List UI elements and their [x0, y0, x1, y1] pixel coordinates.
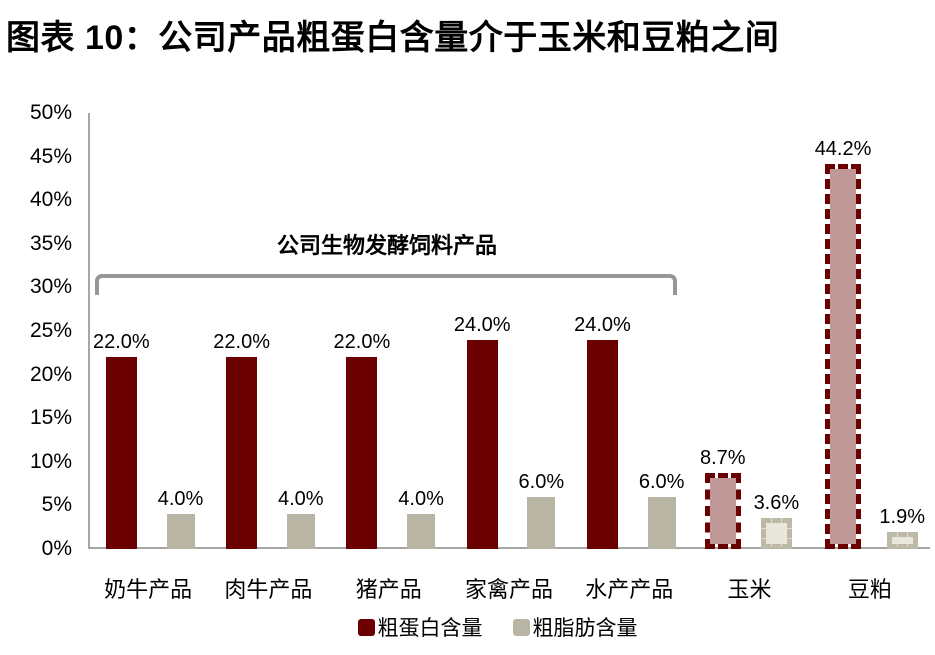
legend-item: 粗蛋白含量	[357, 612, 483, 642]
fat-bar	[527, 497, 556, 549]
bar-value-label: 22.0%	[333, 331, 391, 353]
bar-group: 22.0% 4.0%	[208, 113, 328, 549]
legend-item-label: 粗脂肪含量	[532, 617, 638, 640]
bar-value-label: 44.2%	[814, 138, 872, 160]
protein-bar	[346, 357, 378, 549]
fat-bar-wrap: 3.6%	[753, 492, 800, 549]
bar-value-label: 22.0%	[92, 331, 150, 353]
protein-bar-wrap: 24.0%	[574, 314, 631, 549]
y-tick-label: 45%	[29, 144, 72, 168]
bar-group: 44.2% 1.9%	[810, 113, 930, 549]
y-tick-label: 30%	[29, 275, 72, 299]
fat-bar	[760, 518, 792, 549]
y-tick-label: 10%	[29, 449, 72, 473]
chart-title: 图表 10：公司产品粗蛋白含量介于玉米和豆粕之间	[6, 19, 780, 57]
fat-bar-wrap: 6.0%	[518, 471, 565, 549]
fat-bar	[407, 514, 436, 549]
protein-bar	[704, 473, 741, 549]
bar-value-label: 3.6%	[753, 492, 800, 514]
protein-bar-wrap: 22.0%	[333, 331, 391, 549]
protein-bar	[226, 357, 258, 549]
protein-bar-wrap: 24.0%	[454, 314, 511, 549]
category-label: 猪产品	[355, 577, 422, 602]
plot-area	[88, 113, 930, 549]
y-tick-label: 20%	[29, 362, 72, 386]
annotation-label: 公司生物发酵饲料产品	[276, 233, 497, 258]
bar-group: 22.0% 4.0%	[329, 113, 449, 549]
protein-bar-wrap: 44.2%	[814, 138, 872, 549]
category-label: 玉米	[727, 577, 772, 602]
bars-container: 22.0% 4.0% 22.0% 4.0% 22.0% 4.0% 24.0% 6.0% 24.0…	[88, 113, 930, 549]
protein-bar	[586, 340, 618, 549]
protein-bar-wrap: 8.7%	[700, 447, 746, 549]
protein-bar-wrap: 22.0%	[93, 331, 150, 549]
bar-value-label: 24.0%	[574, 314, 631, 336]
bar-value-label: 1.9%	[879, 506, 925, 528]
category-label: 肉牛产品	[224, 577, 313, 602]
y-tick-label: 5%	[41, 493, 72, 517]
annotation-bracket	[95, 274, 677, 295]
protein-bar	[466, 340, 498, 549]
y-tick-label: 0%	[41, 537, 72, 560]
fat-bar-wrap: 4.0%	[278, 488, 324, 549]
bar-value-label: 4.0%	[277, 488, 324, 510]
bar-group: 8.7% 3.6%	[689, 113, 809, 549]
y-tick-label: 35%	[29, 231, 72, 255]
bar-value-label: 4.0%	[157, 488, 204, 510]
fat-bar	[286, 514, 315, 549]
bar-value-label: 4.0%	[398, 488, 444, 510]
category-label: 家禽产品	[464, 577, 553, 602]
y-tick-label: 25%	[29, 319, 72, 342]
fat-bar	[886, 532, 918, 549]
protein-bar	[105, 357, 137, 549]
category-label: 奶牛产品	[104, 577, 193, 602]
fat-bar-wrap: 4.0%	[157, 488, 204, 549]
bar-group: 24.0% 6.0%	[449, 113, 569, 549]
legend-item-label: 粗蛋白含量	[377, 617, 483, 640]
fat-bar-wrap: 1.9%	[879, 506, 925, 549]
bar-value-label: 6.0%	[518, 471, 565, 493]
fat-bar-wrap: 4.0%	[398, 488, 444, 549]
bar-value-label: 8.7%	[699, 447, 746, 469]
legend: 粗蛋白含量 粗脂肪含量	[60, 612, 935, 642]
bar-group: 22.0% 4.0%	[88, 113, 208, 549]
category-label: 水产产品	[585, 577, 674, 602]
y-tick-label: 15%	[29, 406, 72, 430]
y-tick-label: 40%	[29, 188, 72, 212]
category-label: 豆粕	[847, 577, 892, 602]
legend-swatch-fat	[512, 618, 530, 636]
bar-value-label: 6.0%	[638, 471, 685, 493]
fat-bar-wrap: 6.0%	[638, 471, 685, 549]
legend-item: 粗脂肪含量	[512, 612, 638, 642]
protein-bar-wrap: 22.0%	[213, 331, 270, 549]
bar-group: 24.0% 6.0%	[569, 113, 689, 549]
fat-bar	[647, 497, 676, 549]
x-axis-labels: 奶牛产品 肉牛产品 猪产品 家禽产品 水产产品 玉米 豆粕	[88, 572, 930, 602]
y-tick-label: 50%	[29, 101, 72, 124]
fat-bar	[166, 514, 195, 549]
legend-swatch-protein	[357, 618, 375, 636]
bar-value-label: 22.0%	[213, 331, 270, 353]
protein-bar	[825, 164, 862, 549]
bar-value-label: 24.0%	[453, 314, 511, 336]
